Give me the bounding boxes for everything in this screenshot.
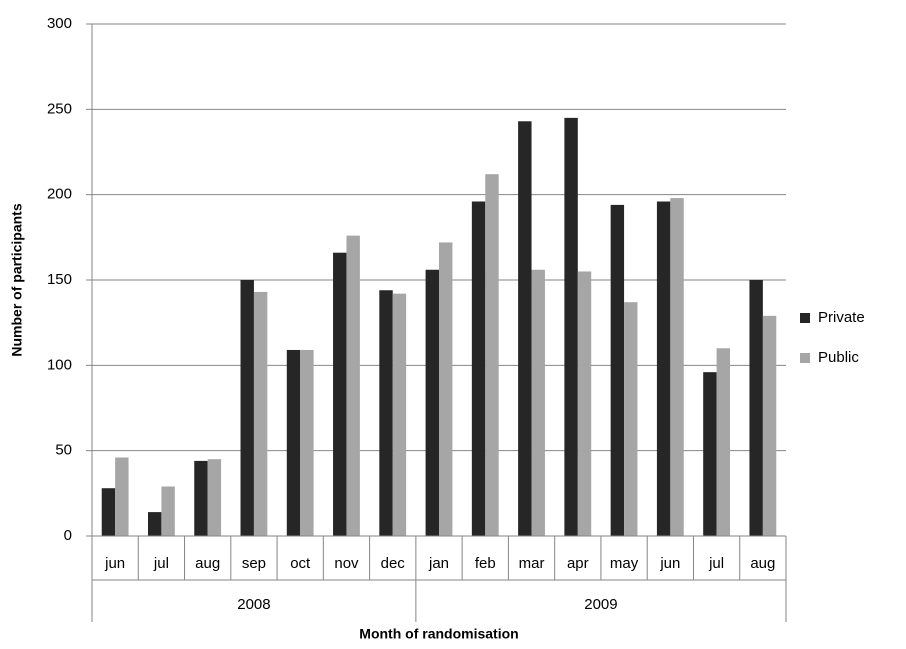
- y-tick-label: 150: [47, 271, 72, 288]
- group-label: 2009: [584, 596, 617, 613]
- bar: [610, 204, 625, 536]
- x-tick-label: jan: [428, 555, 449, 572]
- bar: [425, 269, 439, 536]
- bar: [749, 280, 763, 536]
- bar: [240, 280, 254, 536]
- x-tick-label: nov: [334, 555, 359, 572]
- y-axis-label: Number of participants: [9, 203, 25, 356]
- bar: [762, 315, 777, 536]
- group-label: 2008: [237, 596, 270, 613]
- bar: [392, 293, 407, 536]
- y-tick-label: 200: [47, 186, 72, 203]
- bar: [670, 198, 684, 536]
- x-axis-label: Month of randomisation: [359, 626, 518, 642]
- y-tick-label: 50: [55, 442, 72, 459]
- x-tick-label: jul: [708, 555, 724, 572]
- bar: [346, 235, 360, 537]
- x-tick-label: jul: [153, 555, 169, 572]
- bar: [379, 290, 393, 536]
- bar: [101, 488, 116, 536]
- legend-label: Private: [818, 309, 865, 326]
- bar: [439, 242, 453, 536]
- x-tick-label: jun: [104, 555, 125, 572]
- bar: [577, 271, 592, 536]
- bar: [518, 121, 532, 536]
- bar: [333, 252, 347, 536]
- x-tick-label: dec: [381, 555, 406, 572]
- bar: [207, 459, 222, 536]
- x-tick-label: apr: [567, 555, 589, 572]
- x-tick-label: feb: [475, 555, 496, 572]
- bar: [300, 349, 314, 536]
- x-tick-label: aug: [750, 555, 775, 572]
- bar: [716, 348, 731, 536]
- bar: [471, 201, 486, 536]
- bar: [253, 291, 268, 536]
- bar: [194, 460, 208, 536]
- bar: [286, 349, 301, 536]
- bar: [147, 512, 162, 536]
- y-tick-label: 300: [47, 15, 72, 32]
- x-tick-label: sep: [242, 555, 266, 572]
- legend-swatch: [800, 313, 810, 323]
- bar: [115, 457, 129, 536]
- bar: [485, 174, 499, 537]
- y-tick-label: 100: [47, 356, 72, 373]
- x-tick-label: aug: [195, 555, 220, 572]
- bar: [531, 269, 545, 536]
- legend-swatch: [800, 353, 810, 363]
- x-tick-label: mar: [519, 555, 545, 572]
- legend-label: Public: [818, 349, 859, 366]
- bar: [656, 201, 671, 536]
- y-tick-label: 0: [64, 527, 72, 544]
- bar: [703, 372, 717, 536]
- x-tick-label: jun: [659, 555, 680, 572]
- x-tick-label: oct: [290, 555, 311, 572]
- x-tick-label: may: [610, 555, 639, 572]
- bar: [161, 486, 175, 536]
- y-tick-label: 250: [47, 100, 72, 117]
- bar: [624, 302, 638, 536]
- bar: [564, 117, 578, 536]
